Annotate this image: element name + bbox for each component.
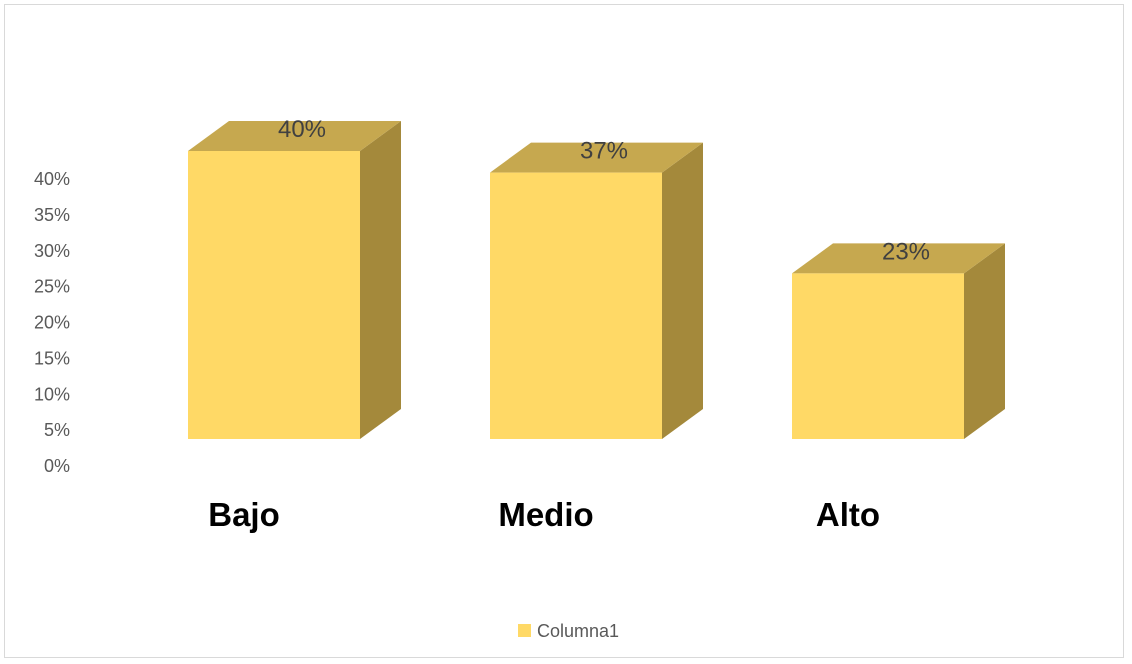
legend-label-columna1: Columna1 [537,621,619,641]
bar-top-face [792,243,1005,274]
bar-top-face [188,121,401,151]
bar-side-face [964,243,1005,439]
bar-medio [490,142,703,439]
bar-bajo [188,121,401,439]
bar-top-face [490,142,703,173]
y-axis-ticks: 0% 5% 10% 15% 20% 25% 30% 35% 40% [34,169,70,476]
bars [188,121,1005,439]
bar-front-face [792,273,964,439]
y-tick-label: 30% [34,241,70,261]
y-tick-label: 35% [34,205,70,225]
category-label-alto: Alto [816,496,880,533]
bar-front-face [188,151,360,439]
legend-swatch-columna1 [518,624,531,637]
data-label-alto: 23% [882,238,930,265]
data-label-bajo: 40% [278,116,326,143]
data-label-medio: 37% [580,138,628,165]
category-label-medio: Medio [498,496,593,533]
bar-side-face [662,142,703,439]
legend: Columna1 [518,621,619,641]
y-tick-label: 0% [44,456,70,476]
data-labels: 40% 37% 23% [278,116,930,265]
bar-side-face [360,121,401,439]
y-tick-label: 10% [34,384,70,404]
category-labels: Bajo Medio Alto [208,496,880,533]
y-tick-label: 15% [34,348,70,368]
bar-alto [792,243,1005,439]
category-label-bajo: Bajo [208,496,280,533]
y-tick-label: 40% [34,169,70,189]
y-tick-label: 20% [34,313,70,333]
y-tick-label: 25% [34,277,70,297]
y-tick-label: 5% [44,420,70,440]
bar-front-face [490,172,662,439]
